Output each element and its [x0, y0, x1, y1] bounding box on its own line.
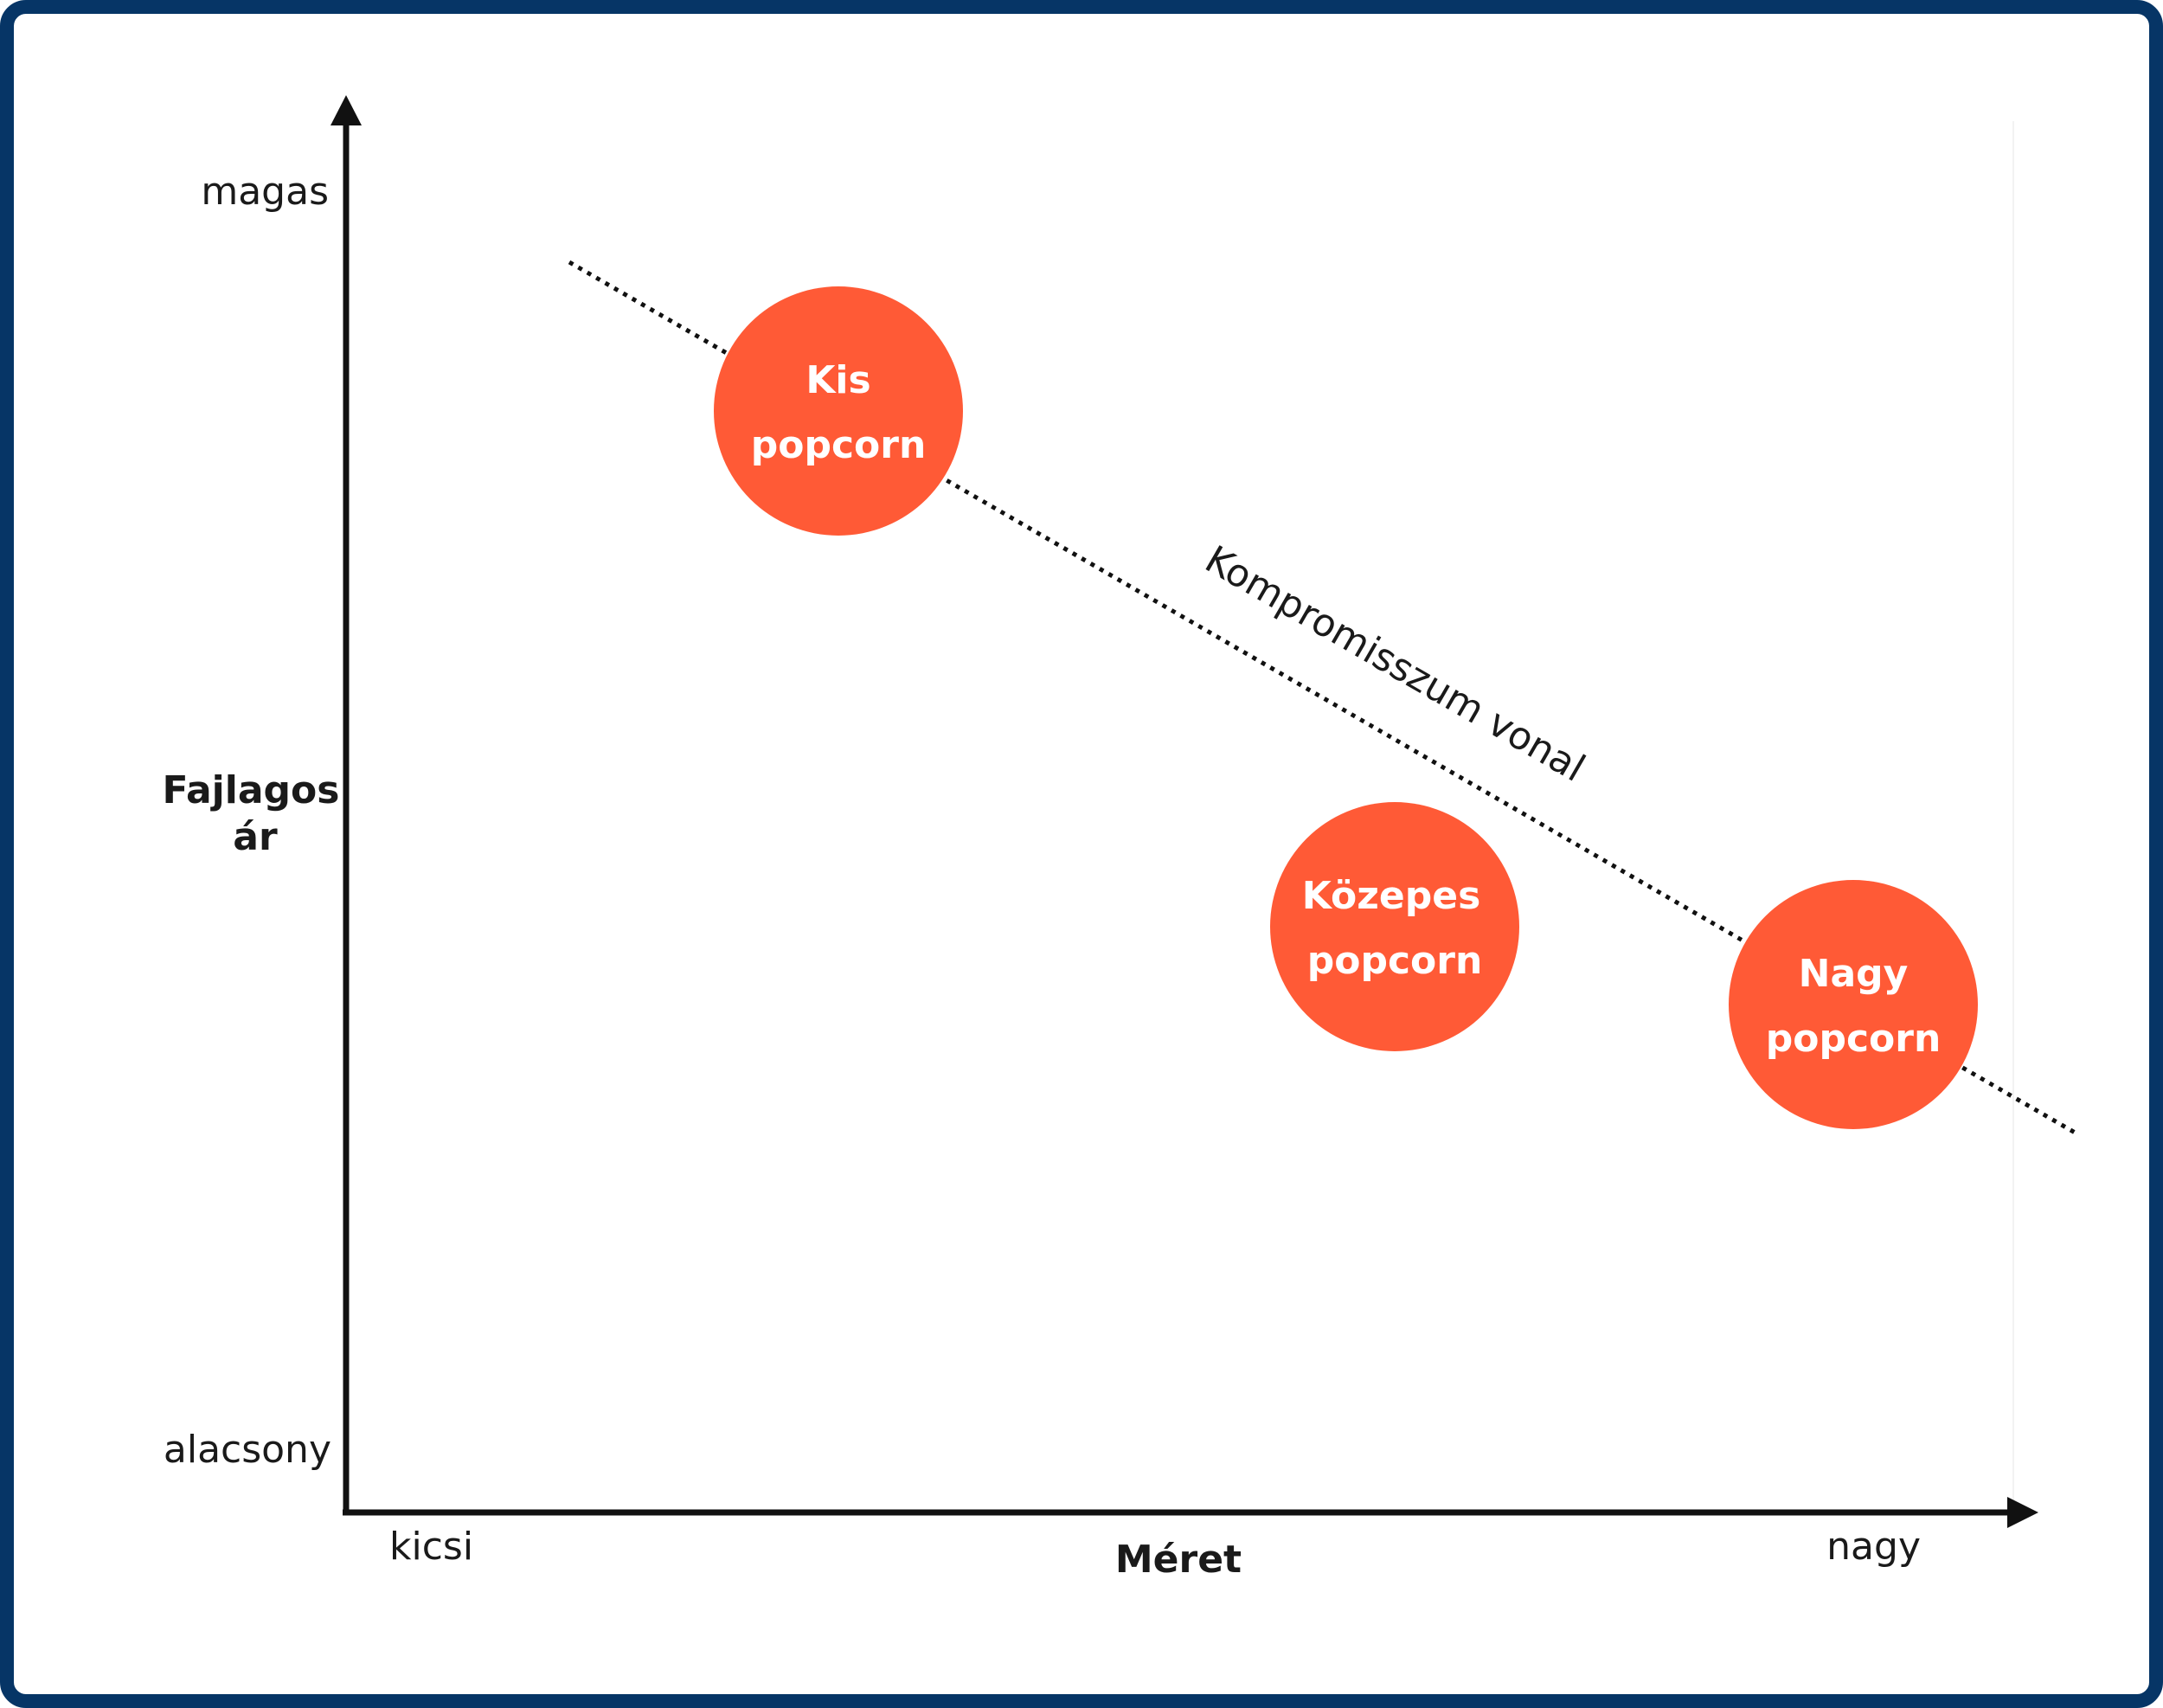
y-axis-arrowhead [331, 95, 362, 125]
bubble-large-label-line1: Nagy [1799, 952, 1909, 996]
bubble-medium-label-line1: Közepes [1302, 874, 1481, 918]
bubble-small-circle [714, 286, 963, 536]
bubble-medium-popcorn: Közepes popcorn [1270, 802, 1519, 1051]
y-axis-title-line1: Fajlagos [163, 768, 340, 812]
x-axis-title: Méret [1115, 1538, 1242, 1582]
y-high-label: magas [201, 170, 329, 214]
x-high-label: nagy [1826, 1525, 1921, 1569]
bubble-large-popcorn: Nagy popcorn [1729, 880, 1978, 1129]
x-low-label: kicsi [389, 1525, 473, 1569]
bubble-small-label-line1: Kis [806, 358, 870, 402]
x-axis-arrowhead [2007, 1497, 2038, 1528]
bubble-small-popcorn: Kis popcorn [714, 286, 963, 536]
bubble-medium-label-line2: popcorn [1307, 939, 1483, 983]
bubble-medium-circle [1270, 802, 1519, 1051]
bubble-large-circle [1729, 880, 1978, 1129]
y-low-label: alacsony [164, 1428, 331, 1472]
bubble-large-label-line2: popcorn [1766, 1017, 1942, 1061]
tradeoff-line-label: Kompromisszum vonal [1197, 537, 1592, 791]
y-axis-title-line2: ár [233, 815, 278, 859]
bubble-small-label-line2: popcorn [751, 423, 927, 467]
